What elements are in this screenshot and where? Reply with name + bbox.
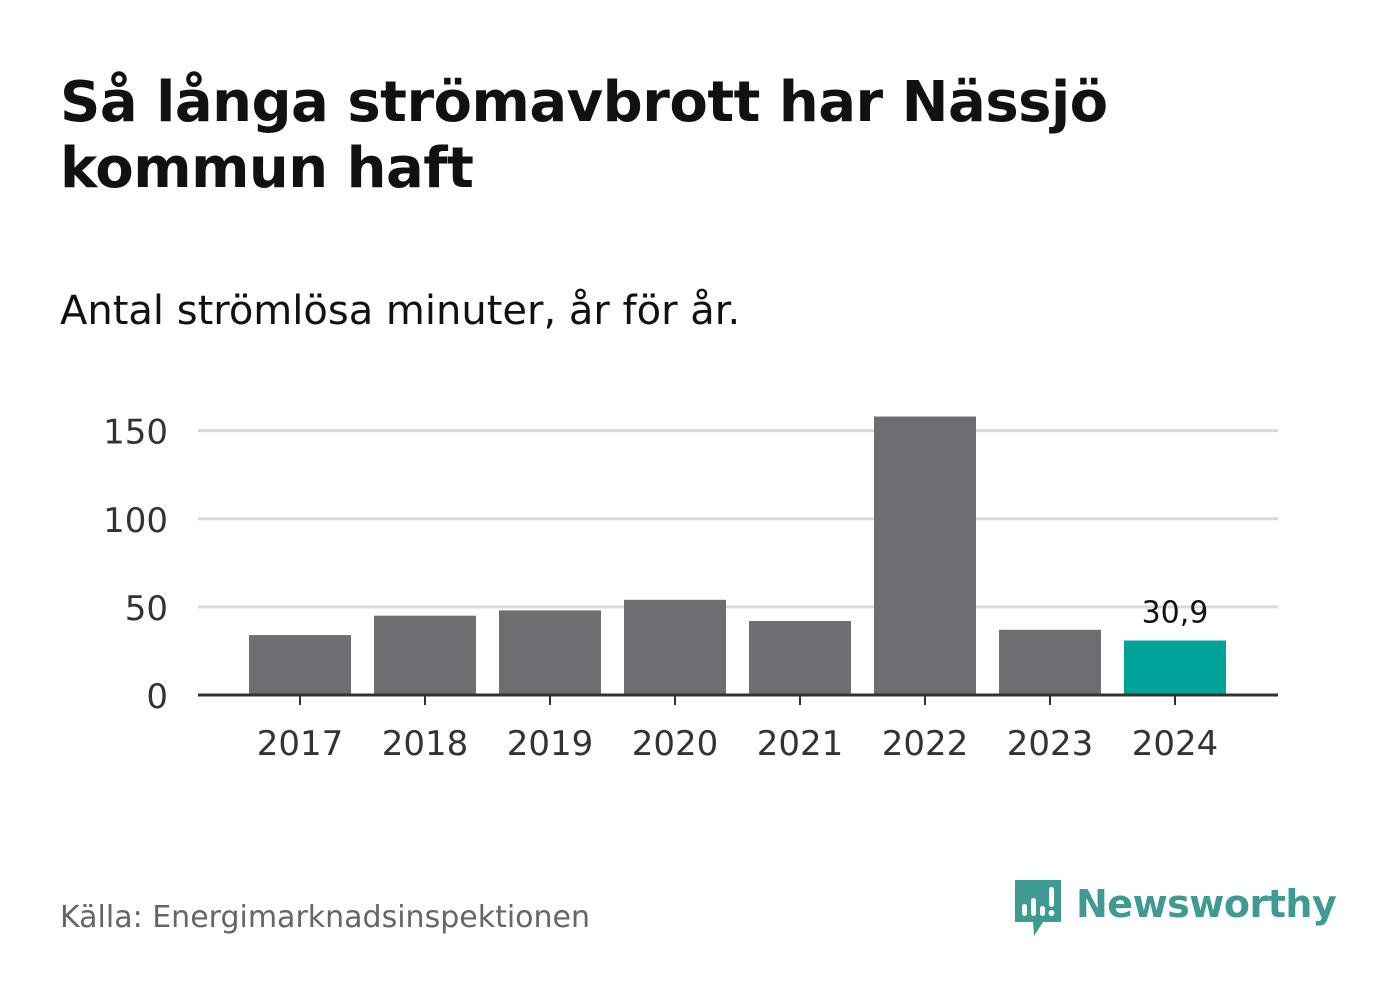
bar-2021 <box>749 620 851 695</box>
y-tick-label-50: 50 <box>125 589 168 629</box>
x-tick-label-2022: 2022 <box>882 724 969 764</box>
brand-name: Newsworthy <box>1076 882 1337 926</box>
bar-2017 <box>249 635 351 695</box>
source-note: Källa: Energimarknadsinspektionen <box>60 900 591 935</box>
x-tick-label-2018: 2018 <box>382 724 469 764</box>
x-tick-label-2017: 2017 <box>257 724 344 764</box>
bar-2022 <box>874 416 976 695</box>
bar-2023 <box>999 629 1101 695</box>
x-tick-label-2021: 2021 <box>757 724 844 764</box>
x-tick-label-2024: 2024 <box>1132 724 1219 764</box>
bar-2019 <box>499 610 601 695</box>
brand-logo: Newsworthy <box>1012 878 1337 940</box>
x-tick-label-2023: 2023 <box>1007 724 1094 764</box>
y-tick-label-150: 150 <box>103 413 168 453</box>
chart-subtitle: Antal strömlösa minuter, år för år. <box>60 288 741 334</box>
bar-2018 <box>374 615 476 695</box>
x-tick-label-2020: 2020 <box>632 724 719 764</box>
bar-2020 <box>624 599 726 695</box>
x-tick-label-2019: 2019 <box>507 724 594 764</box>
y-tick-label-0: 0 <box>146 677 168 717</box>
newsworthy-logo-icon <box>1015 880 1061 936</box>
chart-title: Så långa strömavbrott har Nässjö kommun … <box>60 70 1108 201</box>
bar-2024 <box>1124 640 1226 695</box>
data-label-2024: 30,9 <box>1142 596 1209 631</box>
y-tick-label-100: 100 <box>103 501 168 541</box>
